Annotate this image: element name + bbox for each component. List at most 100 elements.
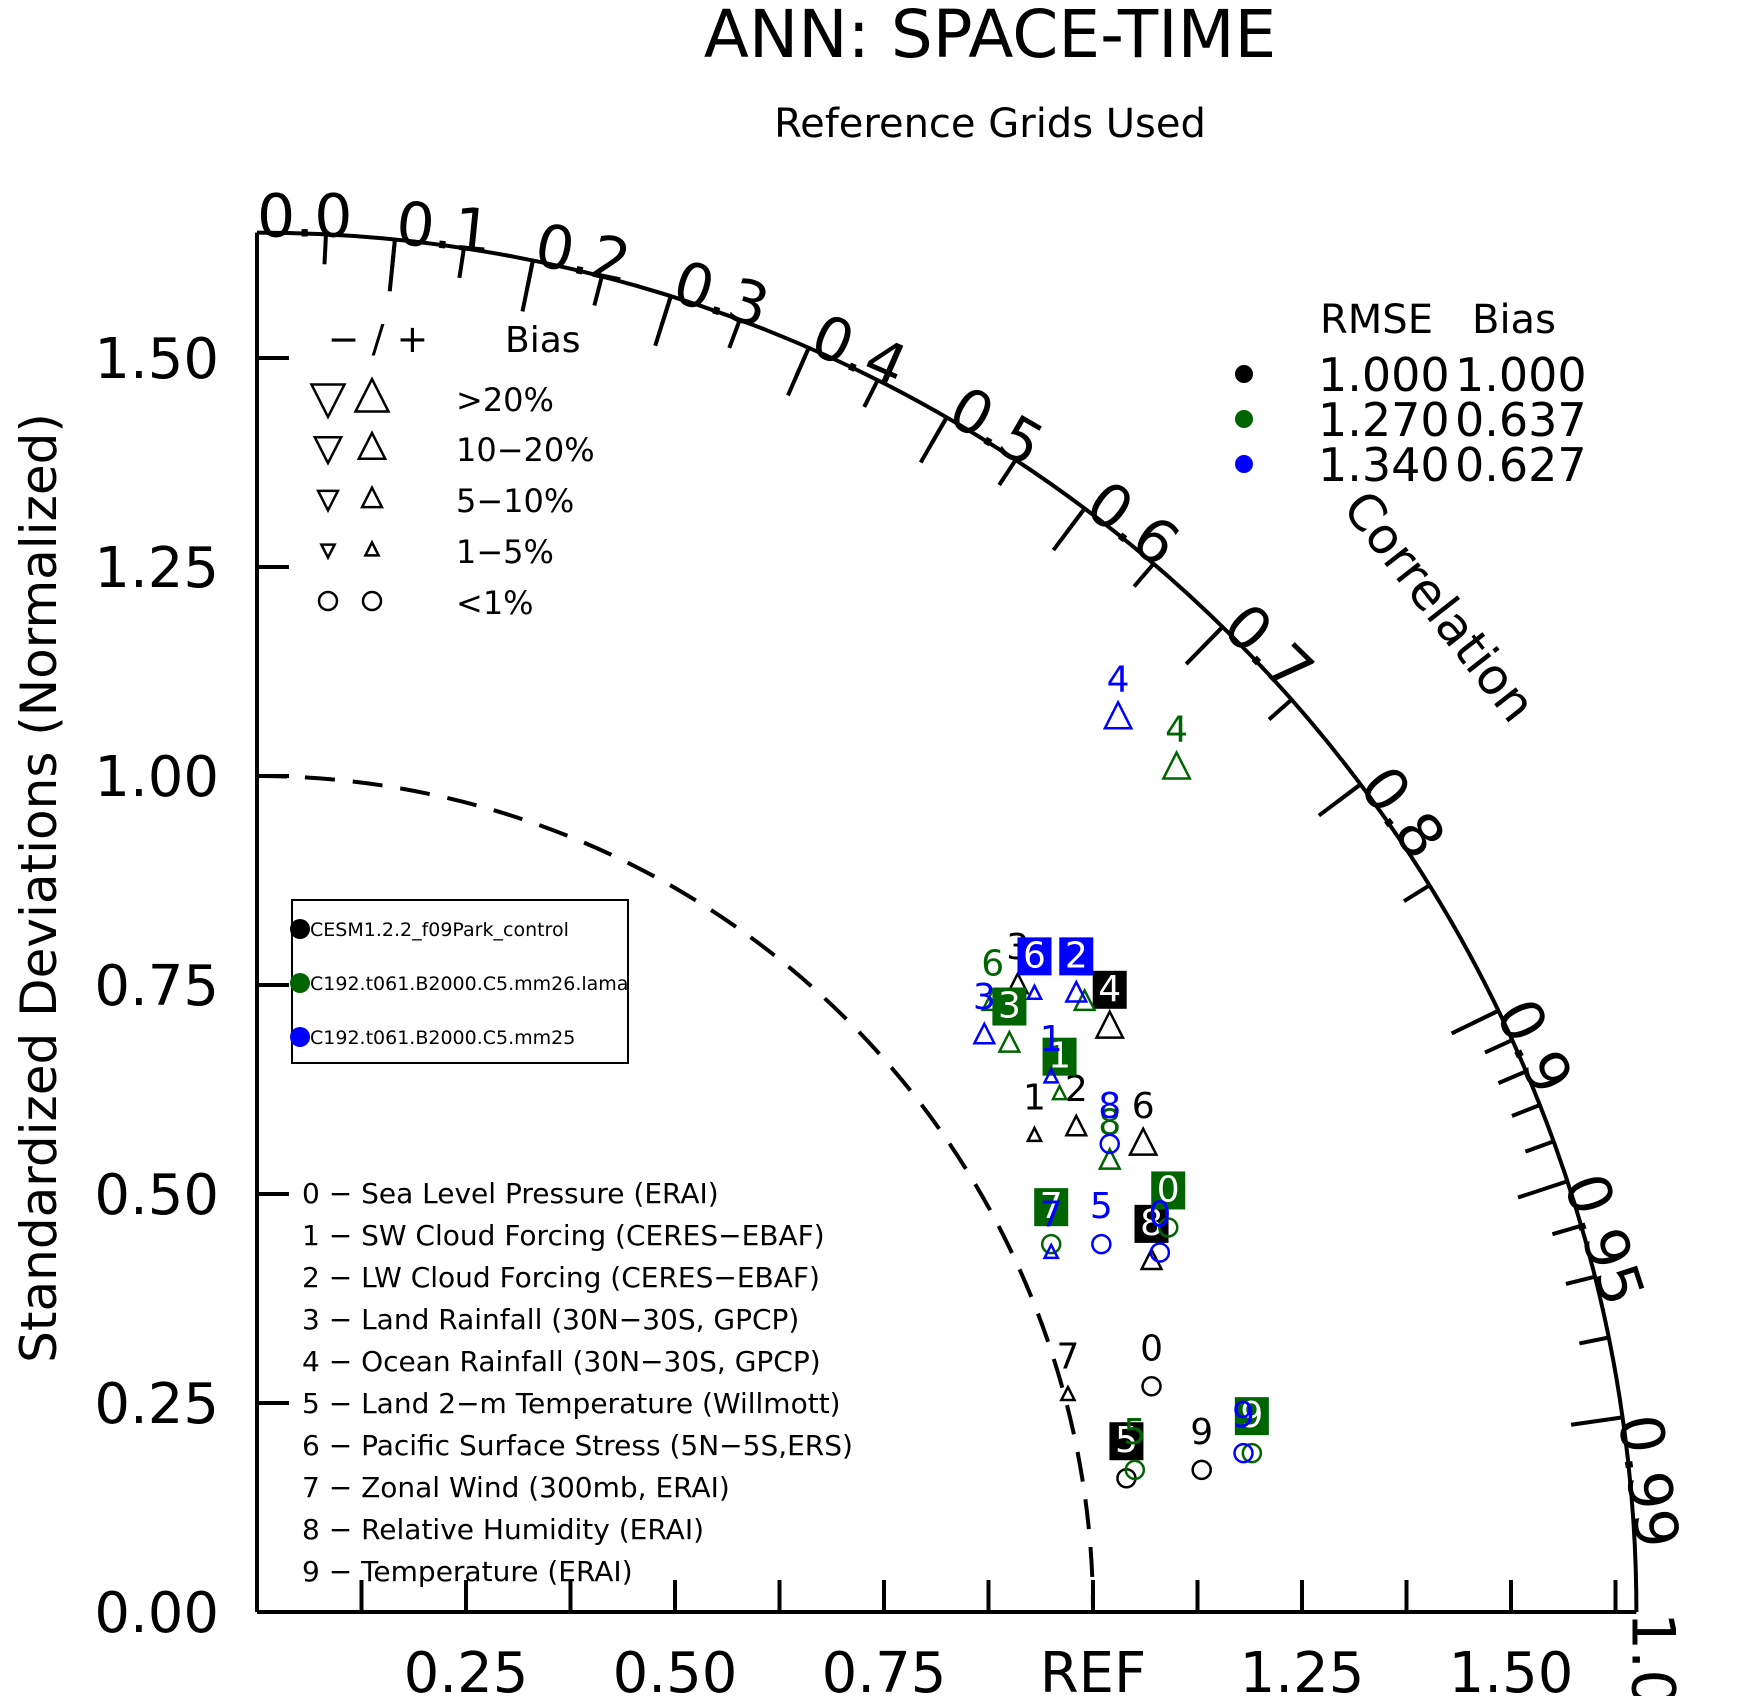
data-point-marker <box>1139 1246 1164 1271</box>
variable-list-item: 1 − SW Cloud Forcing (CERES−EBAF) <box>302 1219 825 1252</box>
data-point-label: 2 <box>1065 935 1088 976</box>
data-point-marker <box>1091 1233 1112 1255</box>
reference-arc <box>256 774 1095 1613</box>
x-tick-label: 0.25 <box>404 1641 529 1696</box>
correlation-major-tick <box>918 416 949 464</box>
data-points: 012345678901234567890123456789 <box>972 659 1269 1489</box>
data-point-marker <box>1102 699 1134 730</box>
correlation-tick-label: 0.2 <box>529 210 636 298</box>
y-tick-label: 1.00 <box>94 745 219 810</box>
bias-legend-label: 1−5% <box>456 533 554 571</box>
correlation-minor-tick <box>1497 1069 1527 1085</box>
correlation-minor-tick <box>592 275 604 306</box>
y-axis-label: Standardized Deviations (Normalized) <box>10 413 68 1363</box>
bias-legend-label: 5−10% <box>456 482 574 520</box>
correlation-minor-tick <box>1511 1103 1541 1118</box>
data-point-label-box <box>992 987 1027 1026</box>
correlation-major-tick <box>1317 782 1362 818</box>
y-tick-label: 0.00 <box>94 1581 219 1646</box>
data-point-label: 1 <box>1023 1077 1046 1118</box>
stats-legend-dot <box>1235 365 1253 383</box>
series-legend-box <box>291 899 629 1064</box>
data-point-label-box <box>1151 1171 1186 1210</box>
stats-legend-bias: 1.000 <box>1455 348 1587 402</box>
data-point-marker <box>1042 1242 1060 1260</box>
correlation-tick-label: 0.3 <box>665 247 777 342</box>
data-point-label: 7 <box>1040 1186 1063 1227</box>
stats-legend-rmse: 1.270 <box>1318 393 1450 447</box>
data-point-label: 9 <box>1190 1412 1213 1453</box>
data-point-label: 6 <box>1023 935 1046 976</box>
data-point-marker <box>1064 1113 1089 1137</box>
data-point-label-box <box>1017 937 1052 976</box>
correlation-major-tick <box>786 346 811 397</box>
y-tick-label: 0.75 <box>94 954 219 1019</box>
data-point-label-box <box>1109 1422 1144 1461</box>
correlation-minor-tick <box>1267 698 1293 721</box>
bias-legend-triangle-down <box>312 435 344 466</box>
data-point-marker <box>1050 1083 1069 1101</box>
series-legend-dot <box>290 919 310 939</box>
chart-title: ANN: SPACE-TIME <box>704 0 1277 73</box>
bias-legend-title: Bias <box>505 320 581 361</box>
stats-legend-bias: 0.637 <box>1455 393 1587 447</box>
correlation-tick-label: 0.7 <box>1209 590 1326 707</box>
data-point-marker <box>1072 987 1097 1012</box>
bias-legend-signs: − / + <box>328 317 429 361</box>
data-point-label: 4 <box>1098 969 1121 1010</box>
x-tick-label: 1.50 <box>1449 1641 1574 1696</box>
correlation-major-tick <box>387 239 397 292</box>
correlation-major-tick <box>1184 625 1225 666</box>
series-legend-label: CESM1.2.2_f09Park_control <box>310 919 569 941</box>
correlation-tick-label: 0.95 <box>1549 1165 1657 1314</box>
stats-legend-rmse: 1.340 <box>1318 438 1450 492</box>
variable-list-item: 2 − LW Cloud Forcing (CERES−EBAF) <box>302 1261 820 1294</box>
correlation-minor-tick <box>1579 1335 1610 1346</box>
data-point-marker <box>980 987 1005 1012</box>
data-point-marker <box>1141 1376 1162 1397</box>
data-point-label: 5 <box>1115 1420 1138 1461</box>
correlation-axis-label: Correlation <box>1332 480 1547 733</box>
correlation-major-tick <box>520 260 535 312</box>
outer-arc <box>256 230 1639 1613</box>
data-point-label: 1 <box>1048 1036 1071 1077</box>
bias-legend-circle-pos <box>361 590 383 612</box>
series-legend-dot <box>290 1027 310 1047</box>
series-legend-label: C192.t061.B2000.C5.mm25 <box>310 1027 575 1049</box>
stats-legend-bias-header: Bias <box>1472 297 1556 343</box>
data-point-label-box <box>1234 1397 1269 1436</box>
data-point-marker <box>1064 979 1089 1003</box>
data-point-marker <box>1149 1242 1171 1263</box>
data-point-label: 7 <box>1040 1195 1063 1236</box>
data-point-marker <box>1191 1459 1212 1481</box>
variable-list-item: 8 − Relative Humidity (ERAI) <box>302 1513 704 1546</box>
stats-legend-dot <box>1235 455 1253 473</box>
data-point-marker <box>1161 749 1192 780</box>
data-point-label: 5 <box>1123 1412 1146 1453</box>
variable-list-item: 3 − Land Rainfall (30N−30S, GPCP) <box>302 1303 799 1336</box>
data-point-label: 5 <box>1090 1186 1113 1227</box>
data-point-marker <box>972 1021 997 1045</box>
correlation-tick-label: 1.0 <box>1617 1612 1687 1696</box>
data-point-label-box <box>1134 1204 1169 1243</box>
data-point-marker <box>1025 983 1044 1001</box>
x-tick-label: 0.50 <box>613 1641 738 1696</box>
correlation-minor-tick <box>1551 1223 1582 1237</box>
variable-list: 0 − Sea Level Pressure (ERAI) 1 − SW Clou… <box>302 1177 853 1588</box>
variable-list-item: 0 − Sea Level Pressure (ERAI) <box>302 1177 719 1210</box>
correlation-major-tick <box>653 295 673 347</box>
data-point-label-box <box>1059 937 1094 976</box>
bias-legend-triangle-up <box>353 376 391 413</box>
stats-legend-rmse: 1.000 <box>1318 348 1450 402</box>
bias-legend-label: >20% <box>456 381 554 419</box>
correlation-minor-tick <box>1402 883 1431 903</box>
correlation-tick-label: 0.1 <box>393 189 495 268</box>
bias-legend-triangle-up <box>356 430 388 461</box>
correlation-minor-tick <box>1565 1274 1596 1286</box>
data-point-label: 9 <box>1232 1395 1255 1436</box>
data-point-marker <box>1040 1233 1062 1255</box>
x-tick-label: 1.25 <box>1240 1641 1365 1696</box>
variable-list-item: 5 − Land 2−m Temperature (Willmott) <box>302 1387 841 1420</box>
